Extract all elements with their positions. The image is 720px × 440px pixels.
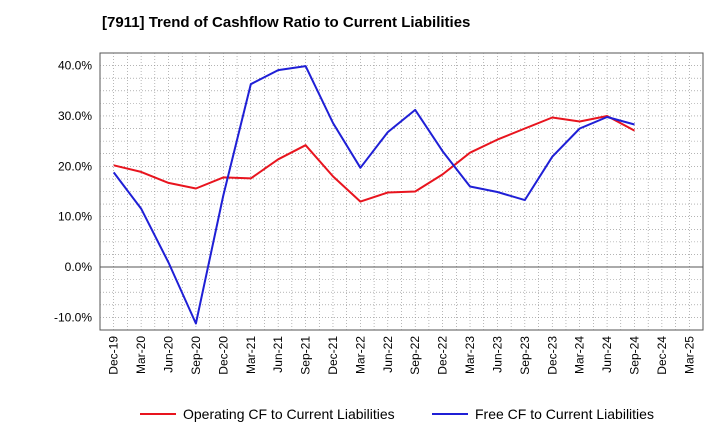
x-tick-label: Mar-21: [244, 336, 258, 374]
legend: Operating CF to Current Liabilities Free …: [140, 406, 654, 422]
y-tick-label: -10.0%: [54, 310, 92, 324]
y-tick-label: 0.0%: [65, 260, 93, 274]
y-tick-label: 20.0%: [58, 159, 92, 173]
x-tick-label: Dec-21: [326, 336, 340, 375]
series-lines: [112, 65, 635, 325]
x-tick-label: Dec-24: [655, 336, 669, 375]
x-axis-ticks: Dec-19 Mar-20 Jun-20 Sep-20 Dec-20 Mar-21 Jun-…: [107, 336, 697, 375]
x-tick-label: Sep-22: [408, 336, 422, 375]
y-tick-label: 10.0%: [58, 210, 92, 224]
x-tick-label: Mar-24: [573, 336, 587, 374]
x-tick-label: Jun-22: [381, 336, 395, 373]
x-tick-label: Mar-25: [682, 336, 696, 374]
x-tick-label: Mar-23: [463, 336, 477, 374]
legend-label-operating-cf: Operating CF to Current Liabilities: [183, 406, 395, 422]
x-tick-label: Jun-21: [271, 336, 285, 373]
x-tick-label: Dec-19: [107, 336, 121, 375]
x-tick-label: Mar-20: [134, 336, 148, 374]
x-tick-label: Jun-20: [162, 336, 176, 373]
series-line-free-cf: [112, 65, 635, 325]
legend-label-free-cf: Free CF to Current Liabilities: [475, 406, 654, 422]
x-tick-label: Dec-22: [436, 336, 450, 375]
x-tick-label: Sep-23: [518, 336, 532, 375]
y-tick-label: 30.0%: [58, 109, 92, 123]
x-tick-label: Sep-20: [189, 336, 203, 375]
x-tick-label: Jun-23: [490, 336, 504, 373]
y-axis-ticks: 40.0% 30.0% 20.0% 10.0% 0.0% -10.0%: [54, 59, 92, 325]
x-tick-label: Mar-22: [353, 336, 367, 374]
x-tick-label: Jun-24: [600, 336, 614, 373]
chart-title: [7911] Trend of Cashflow Ratio to Curren…: [102, 14, 471, 31]
x-tick-label: Dec-20: [216, 336, 230, 375]
x-tick-label: Dec-23: [545, 336, 559, 375]
x-tick-label: Sep-21: [299, 336, 313, 375]
series-line-operating-cf: [113, 115, 635, 203]
x-tick-label: Sep-24: [627, 336, 641, 375]
y-tick-label: 40.0%: [58, 59, 92, 73]
